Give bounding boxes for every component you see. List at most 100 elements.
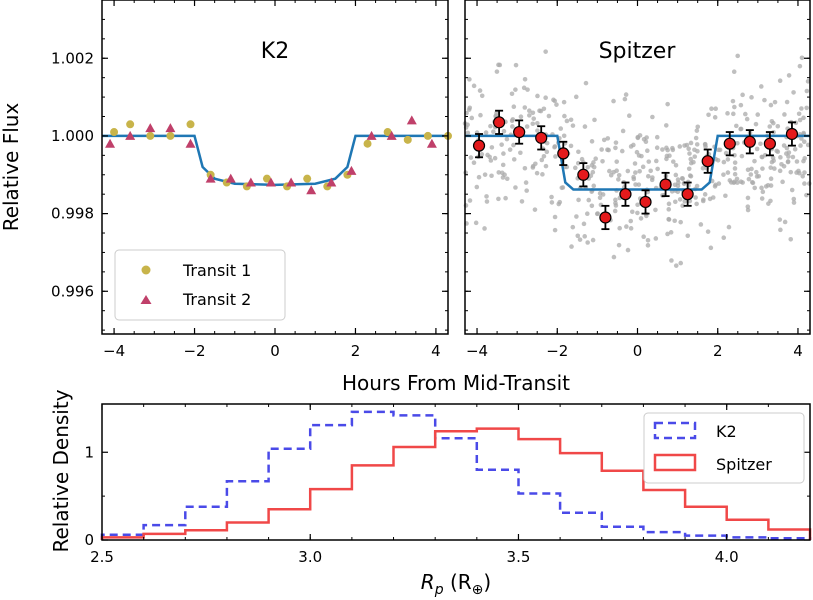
spitzer-raw-point [749, 95, 754, 100]
spitzer-raw-point [732, 160, 738, 165]
spitzer-raw-point [645, 148, 650, 153]
transit1-point [126, 120, 135, 129]
spitzer-raw-point [777, 78, 783, 84]
legend-transit1-marker [141, 265, 151, 275]
spitzer-raw-point [772, 166, 777, 171]
spitzer-raw-point [688, 140, 694, 146]
spitzer-raw-point [625, 168, 631, 174]
spitzer-raw-point [754, 146, 760, 152]
spitzer-raw-point [693, 195, 698, 200]
spitzer-raw-point [740, 92, 745, 98]
spitzer-raw-point [682, 199, 688, 204]
spitzer-raw-point [527, 108, 532, 114]
spitzer-raw-point [788, 169, 794, 175]
spitzer-raw-point [628, 218, 634, 224]
spitzer-binned-point [785, 127, 799, 141]
spitzer-raw-point [484, 199, 490, 204]
spitzer-raw-point [511, 142, 516, 148]
spitzer-raw-point [700, 198, 706, 204]
spitzer-raw-point [645, 173, 651, 179]
spitzer-raw-point [695, 148, 700, 154]
k2-xtick-label: 4 [431, 342, 441, 360]
spitzer-raw-point [743, 111, 748, 117]
k2-ytick-label: 0.996 [51, 282, 94, 300]
spitzer-raw-point [655, 166, 660, 172]
spitzer-raw-point [500, 162, 506, 168]
spitzer-raw-point [713, 182, 718, 188]
spitzer-raw-point [591, 183, 597, 189]
histogram-frame [101, 403, 811, 541]
spitzer-raw-point [712, 115, 718, 120]
k2-legend-box [114, 249, 286, 321]
spitzer-raw-point [469, 115, 475, 121]
spitzer-raw-point [623, 92, 629, 97]
hist-ytick-label: 0 [84, 531, 94, 549]
spitzer-raw-point [769, 159, 775, 165]
spitzer-raw-point [754, 169, 759, 175]
spitzer-raw-point [507, 147, 513, 152]
spitzer-raw-point [705, 229, 711, 234]
spitzer-raw-point [551, 97, 556, 103]
spitzer-raw-point [721, 235, 727, 241]
spitzer-raw-point [745, 207, 751, 213]
spitzer-raw-point [467, 77, 472, 82]
spitzer-transit-model-line [465, 134, 810, 191]
spitzer-raw-point [772, 99, 778, 105]
spitzer-raw-point [564, 118, 570, 124]
spitzer-raw-point [525, 87, 530, 92]
radius-xlabel-main: R [421, 570, 435, 594]
spitzer-raw-point [576, 160, 581, 166]
spitzer-raw-point [597, 191, 603, 196]
transit2-point [165, 123, 176, 133]
spitzer-raw-point [590, 169, 596, 175]
spitzer-raw-point [735, 140, 740, 146]
spitzer-raw-point [544, 149, 550, 155]
spitzer-raw-point [546, 113, 552, 119]
spitzer-raw-point [784, 99, 790, 105]
spitzer-raw-point [802, 170, 807, 175]
spitzer-raw-point [759, 84, 764, 89]
spitzer-raw-point [782, 219, 788, 225]
spitzer-raw-point [616, 242, 622, 248]
spitzer-raw-point [511, 157, 517, 162]
spitzer-raw-point [509, 91, 515, 97]
spitzer-raw-point [745, 167, 751, 173]
transit1-point [403, 135, 412, 144]
spitzer-raw-point [524, 124, 530, 129]
spitzer-raw-point [797, 63, 803, 69]
spitzer-raw-point [617, 225, 622, 231]
spitzer-raw-point [688, 173, 694, 179]
spitzer-raw-point [782, 112, 787, 117]
spitzer-raw-point [557, 199, 563, 205]
spitzer-raw-point [732, 166, 738, 171]
spitzer-raw-point [592, 117, 597, 123]
spitzer-raw-point [635, 210, 640, 216]
transit2-point [245, 177, 256, 187]
radius-xlabel: Rp (R⊕) [421, 570, 491, 598]
spitzer-raw-point [731, 180, 737, 186]
spitzer-raw-point [726, 224, 732, 230]
histogram-legend-box [643, 412, 805, 484]
spitzer-raw-point [698, 222, 704, 227]
spitzer-raw-point [750, 180, 756, 186]
spitzer-raw-point [666, 207, 672, 212]
spitzer-raw-point [543, 49, 548, 54]
transit1-point [146, 131, 155, 140]
spitzer-raw-point [702, 142, 708, 147]
spitzer-raw-point [759, 154, 765, 160]
hist-xtick-label: 3.0 [298, 548, 322, 566]
spitzer-raw-point [496, 170, 502, 175]
spitzer-raw-point [597, 195, 603, 201]
spitzer-raw-point [713, 106, 718, 111]
legend-transit1-label: Transit 1 [182, 261, 251, 280]
spitzer-raw-point [628, 226, 634, 231]
spitzer-raw-point [633, 182, 638, 187]
spitzer-raw-point [768, 165, 774, 170]
spitzer-raw-point [779, 161, 784, 167]
spitzer-raw-point [611, 98, 616, 104]
spitzer-raw-point [491, 129, 496, 134]
spitzer-raw-point [513, 87, 518, 92]
spitzer-raw-point [576, 149, 581, 155]
spitzer-raw-point [734, 176, 740, 182]
spitzer-binned-point [513, 125, 526, 139]
